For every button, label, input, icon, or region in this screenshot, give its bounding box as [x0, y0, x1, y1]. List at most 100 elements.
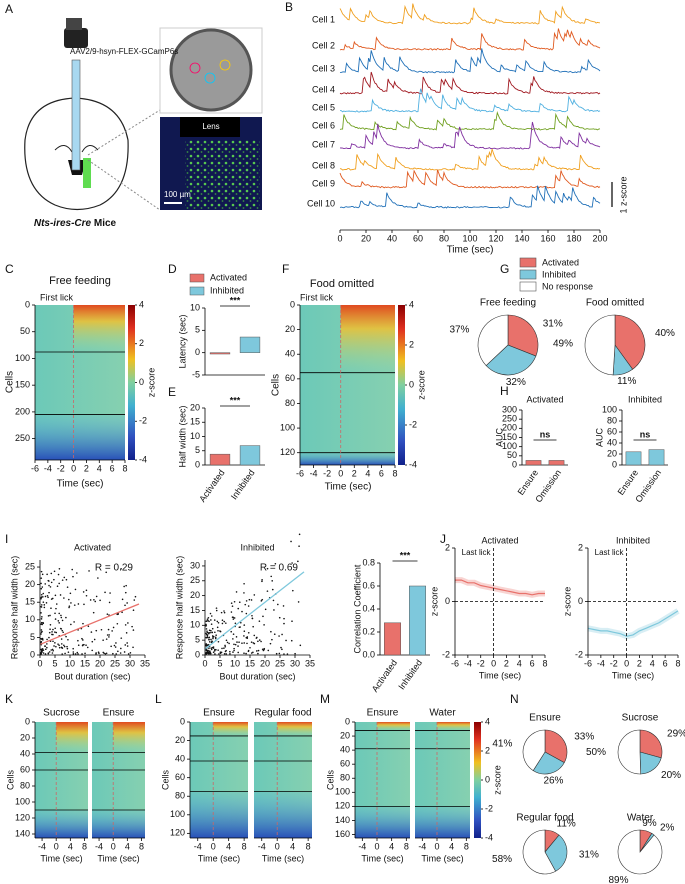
scatter-dot [63, 645, 66, 648]
scatter-dot [107, 628, 110, 631]
scatter-dot [68, 606, 70, 609]
trace [339, 185, 601, 209]
y-tick-label: 250 [502, 414, 517, 424]
scatter-dot [42, 622, 45, 625]
scatter-dot [219, 630, 222, 633]
scatter-dot [247, 649, 250, 652]
y-tick-label: 20 [190, 590, 200, 600]
scatter-dot [126, 602, 128, 604]
heatmap-inhibited [92, 810, 145, 838]
scatter-dot [224, 644, 226, 647]
scatter-dot [297, 560, 299, 563]
scatter-dot [243, 624, 246, 626]
colorbar-tick-label: -4 [409, 459, 417, 469]
x-tick-label: 4 [650, 658, 655, 668]
y-tick-label: 80 [20, 780, 30, 790]
y-axis-label: Response half width (sec) [174, 556, 184, 660]
scatter-dot [218, 653, 220, 655]
heatmap-activated [277, 722, 312, 736]
scatter-dot [47, 652, 50, 654]
pie-slice [544, 729, 568, 764]
scatter-dot [258, 639, 261, 641]
scatter-dot [77, 603, 80, 605]
y-tick-label: 0.6 [362, 580, 375, 590]
scatter-dot [83, 603, 85, 606]
scatter-dot [243, 592, 245, 594]
trace [339, 148, 601, 171]
scatter-dot [223, 611, 226, 614]
scatter-dot [60, 628, 63, 630]
scatter-dot [214, 636, 217, 639]
trace [339, 111, 601, 131]
x-tick-label: 6 [110, 463, 115, 473]
scatter-dot [245, 612, 248, 615]
annotation: R = 0.29 [95, 563, 134, 574]
pie-label: 49% [553, 338, 573, 349]
panel-label: A [5, 2, 13, 16]
heatmap-activated [377, 722, 410, 731]
scatter-dot [243, 642, 246, 644]
annotation: First lick [300, 292, 333, 302]
chart-title: Ensure [103, 708, 135, 719]
scatter-dot [214, 631, 216, 634]
y-tick-label: 60 [607, 426, 617, 436]
scatter-dot [209, 651, 212, 654]
scatter-dot [114, 646, 117, 648]
scatter-dot [298, 533, 301, 536]
y-tick-label: 25 [25, 561, 35, 571]
scatter-dot [81, 637, 83, 640]
y-tick-label: 20 [190, 402, 200, 412]
y-tick-label: 5 [195, 635, 200, 645]
scatter-dot [125, 584, 127, 587]
x-axis-label: Time (sec) [447, 245, 494, 256]
pie-label: 2% [660, 822, 675, 833]
scatter-dot [58, 582, 60, 585]
y-tick-label: 0 [180, 716, 185, 726]
panel-label: N [510, 692, 519, 706]
scatter-dot [42, 601, 45, 603]
panel-label: K [5, 692, 13, 706]
legend-label: No response [542, 281, 593, 291]
scatter-dot [41, 573, 44, 576]
x-tick-label: 8 [242, 841, 247, 851]
scatter-dot [278, 616, 281, 619]
x-tick-label: -4 [358, 841, 366, 851]
scatter-dot [51, 633, 53, 636]
y-tick-label: 120 [15, 812, 30, 822]
scatter-dot [205, 643, 208, 645]
y-tick-label: 0 [612, 459, 617, 469]
pie-slice [614, 314, 646, 370]
y-tick-label: 5 [195, 445, 200, 455]
y-tick-label: 120 [280, 447, 295, 457]
scatter-dot [260, 600, 263, 602]
scatter-dot [115, 653, 118, 655]
x-tick-label: 0 [374, 841, 379, 851]
y-tick-label: 15 [190, 605, 200, 615]
scatter-dot [132, 646, 134, 649]
scatter-dot [93, 638, 96, 641]
scatter-dot [245, 636, 248, 639]
colorbar-tick-label: 2 [139, 338, 144, 348]
scatter-dot [223, 620, 226, 623]
scatter-dot [223, 610, 225, 612]
scatter-dot [44, 653, 47, 655]
scatter-dot [281, 633, 283, 636]
x-tick-label: 8 [404, 841, 409, 851]
scatter-dot [91, 649, 94, 652]
scatter-dot [52, 649, 54, 652]
panel-label: M [320, 692, 330, 706]
scatter-dot [208, 629, 211, 632]
scatter-dot [266, 590, 269, 592]
scatter-dot [61, 629, 64, 632]
scatter-dot [233, 600, 236, 603]
panel-label: H [500, 384, 509, 398]
scatter-dot [120, 637, 123, 639]
x-axis-label: Time (sec) [479, 670, 521, 680]
colorbar [398, 305, 405, 465]
bar [239, 336, 261, 353]
colorbar [128, 305, 135, 460]
scatter-dot [255, 650, 258, 652]
scatter-dot [89, 599, 92, 601]
bar [648, 449, 665, 466]
